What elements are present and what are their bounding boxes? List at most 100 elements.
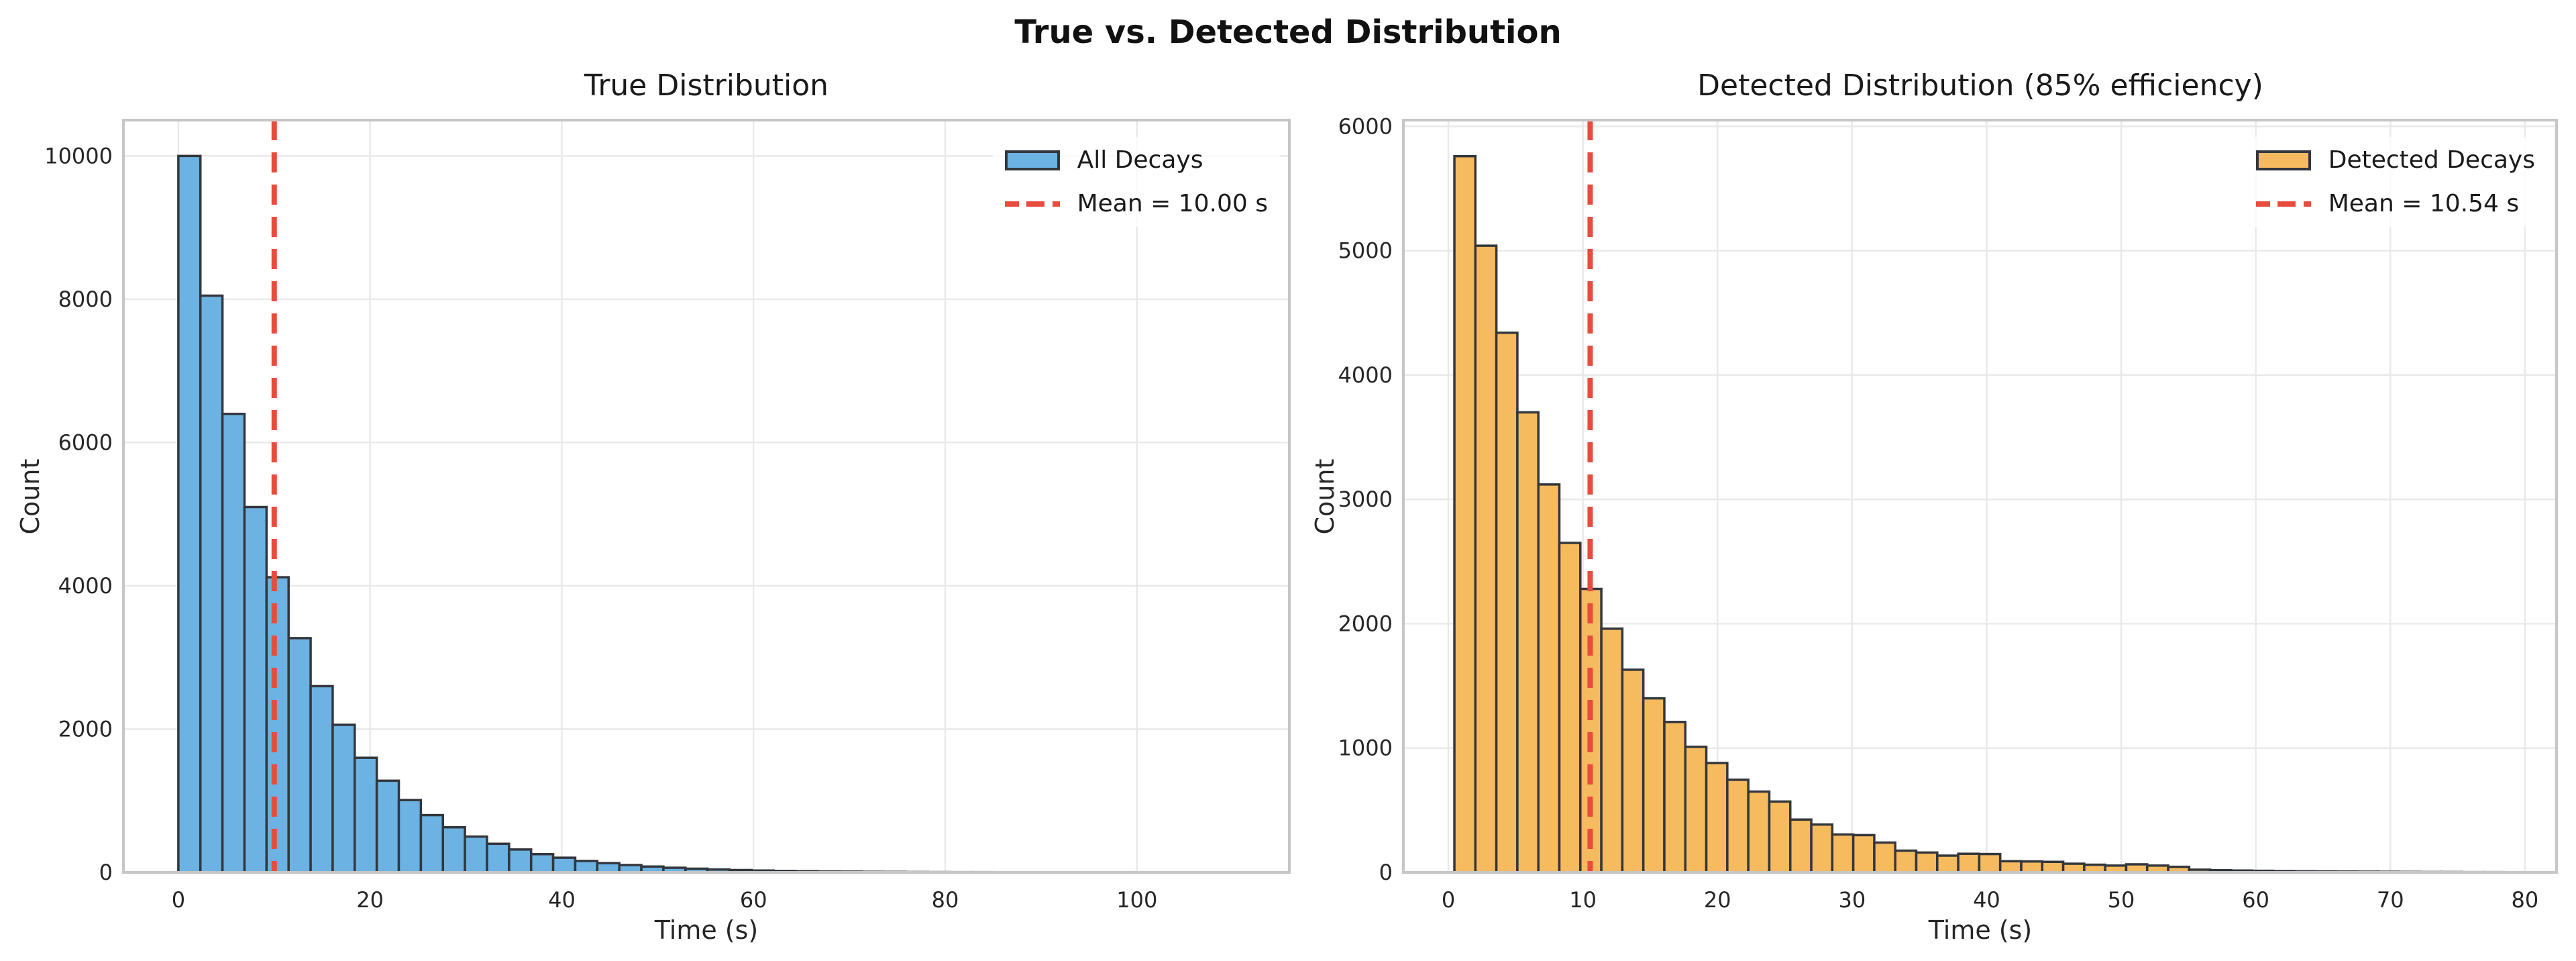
histogram-bar	[1663, 721, 1687, 874]
y-tick-label: 2000	[58, 716, 113, 742]
legend-item: Detected Decays	[2255, 146, 2535, 174]
histogram-bar	[551, 856, 577, 874]
histogram-bar	[354, 756, 378, 874]
y-tick-label: 10000	[44, 143, 113, 168]
red-dashed-line-icon	[1004, 201, 1060, 207]
histogram-bar	[1516, 411, 1540, 874]
x-tick-label: 10	[1569, 887, 1597, 913]
histogram-bar	[464, 835, 488, 874]
legend-label: Mean = 10.00 s	[1077, 190, 1268, 217]
x-tick-label: 70	[2377, 887, 2404, 913]
histogram-bar	[331, 723, 356, 874]
histogram-bar	[1474, 244, 1498, 874]
x-tick-label: 20	[356, 887, 384, 913]
legend-label: Detected Decays	[2328, 146, 2535, 174]
x-tick-label: 80	[2511, 887, 2538, 913]
histogram-bar	[1810, 823, 1834, 874]
right-legend: Detected Decays Mean = 10.54 s	[2243, 137, 2547, 227]
histogram-bar	[309, 685, 334, 874]
legend-label: All Decays	[1077, 146, 1203, 174]
histogram-bar	[1705, 762, 1729, 874]
red-dashed-line-icon	[2255, 201, 2311, 207]
histogram-bar	[508, 848, 533, 874]
histogram-bar	[419, 813, 445, 874]
y-tick-label: 6000	[58, 429, 113, 455]
histogram-bar	[2020, 860, 2044, 874]
y-tick-label: 4000	[58, 573, 113, 599]
x-tick-label: 20	[1704, 887, 1731, 913]
right-subplot-title: Detected Distribution (85% efficiency)	[1697, 68, 2263, 103]
histogram-bar	[486, 842, 511, 874]
left-subplot-title: True Distribution	[584, 68, 829, 103]
histogram-bar	[1558, 542, 1582, 874]
histogram-bar	[1453, 154, 1477, 874]
histogram-bar	[1957, 852, 1981, 874]
histogram-bar	[1537, 483, 1561, 874]
histogram-bar	[1621, 668, 1645, 874]
histogram-bar	[265, 576, 290, 874]
y-tick-label: 6000	[1338, 113, 1393, 139]
x-tick-label: 60	[740, 887, 767, 913]
histogram-bar	[243, 505, 268, 874]
histogram-bar	[1915, 851, 1939, 874]
legend-item: All Decays	[1004, 146, 1268, 174]
y-tick-label: 1000	[1338, 736, 1393, 761]
histogram-bar	[177, 154, 202, 874]
y-tick-label: 3000	[1338, 487, 1393, 512]
right-x-axis-label: Time (s)	[1928, 915, 2033, 945]
histogram-bar	[221, 412, 246, 874]
histogram-bar	[1768, 800, 1792, 874]
x-tick-label: 40	[1973, 887, 2000, 913]
histogram-bar	[1642, 697, 1666, 874]
x-tick-label: 30	[1838, 887, 1866, 913]
histogram-bar	[1726, 778, 1750, 874]
axes-spine	[1402, 119, 2558, 874]
y-tick-label: 4000	[1338, 362, 1393, 388]
histogram-bar	[1851, 833, 1876, 874]
histogram-bar	[375, 779, 400, 874]
figure-title: True vs. Detected Distribution	[1014, 13, 1562, 51]
y-tick-label: 0	[99, 860, 113, 885]
x-tick-label: 100	[1116, 887, 1157, 913]
x-tick-label: 0	[172, 887, 185, 913]
histogram-bar	[1873, 841, 1896, 874]
histogram-bar	[1894, 849, 1918, 874]
blue-patch-icon	[1004, 150, 1060, 170]
y-tick-label: 0	[1379, 860, 1393, 885]
legend-item: Mean = 10.00 s	[1004, 190, 1268, 217]
x-tick-label: 60	[2242, 887, 2269, 913]
legend-item: Mean = 10.54 s	[2255, 190, 2535, 217]
histogram-bar	[574, 860, 599, 874]
histogram-bar	[1788, 818, 1813, 874]
histogram-bar	[1600, 627, 1624, 874]
y-tick-label: 2000	[1338, 611, 1393, 636]
left-legend: All Decays Mean = 10.00 s	[992, 137, 1280, 227]
histogram-bar	[397, 799, 423, 874]
histogram-bar	[1978, 852, 2002, 874]
left-x-axis-label: Time (s)	[654, 915, 759, 945]
x-tick-label: 40	[548, 887, 576, 913]
axes-spine	[122, 119, 1291, 874]
histogram-bar	[1998, 860, 2023, 874]
histogram-bar	[287, 637, 312, 874]
y-tick-label: 5000	[1338, 238, 1393, 264]
histogram-bar	[1831, 833, 1855, 874]
left-y-axis-label: Count	[15, 458, 45, 535]
orange-patch-icon	[2255, 150, 2311, 170]
histogram-bar	[2041, 860, 2065, 874]
x-tick-label: 0	[1442, 887, 1455, 913]
histogram-bar	[596, 862, 621, 874]
legend-label: Mean = 10.54 s	[2328, 190, 2520, 217]
x-tick-label: 50	[2108, 887, 2135, 913]
y-tick-label: 8000	[58, 287, 113, 312]
histogram-bar	[199, 294, 224, 874]
histogram-bar	[1747, 790, 1771, 874]
histogram-bar	[1684, 746, 1708, 874]
histogram-bar	[529, 853, 555, 874]
histogram-bar	[1936, 854, 1960, 874]
histogram-bar	[441, 825, 466, 874]
right-y-axis-label: Count	[1310, 458, 1340, 535]
x-tick-label: 80	[932, 887, 959, 913]
